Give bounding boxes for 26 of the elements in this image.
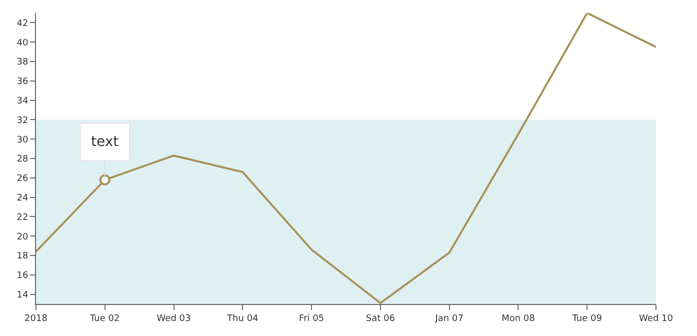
x-tick-label: Jan 07 [434,314,464,324]
y-tick-label: 38 [16,58,28,68]
x-tick-label: Fri 05 [299,314,324,324]
x-tick-label: Sat 06 [366,314,396,324]
y-tick-label: 36 [16,77,28,88]
y-tick-label: 42 [16,18,28,29]
y-tick-label: 20 [16,232,28,242]
x-tick-label: Tue 09 [571,314,602,324]
y-tick-label: 14 [16,290,28,300]
y-tick-label: 18 [16,252,28,262]
y-tick-label: 34 [16,96,28,106]
x-tick-label: Mon 08 [502,314,536,324]
y-tick-label: 32 [16,116,28,126]
y-tick-label: 40 [16,38,28,48]
x-tick-label: Wed 10 [639,314,674,324]
annotation: text [91,134,120,150]
y-tick-label: 16 [16,271,28,282]
y-tick-label: 24 [16,193,28,204]
x-tick-label: 2018 [24,314,48,324]
x-tick-label: Wed 03 [156,314,191,324]
x-tick-label: Thu 04 [226,314,259,324]
x-tick-label: Tue 02 [89,314,120,324]
y-tick-label: 30 [16,135,28,146]
y-tick-label: 28 [16,154,28,165]
y-tick-label: 26 [16,174,28,184]
y-tick-label: 22 [16,212,28,223]
